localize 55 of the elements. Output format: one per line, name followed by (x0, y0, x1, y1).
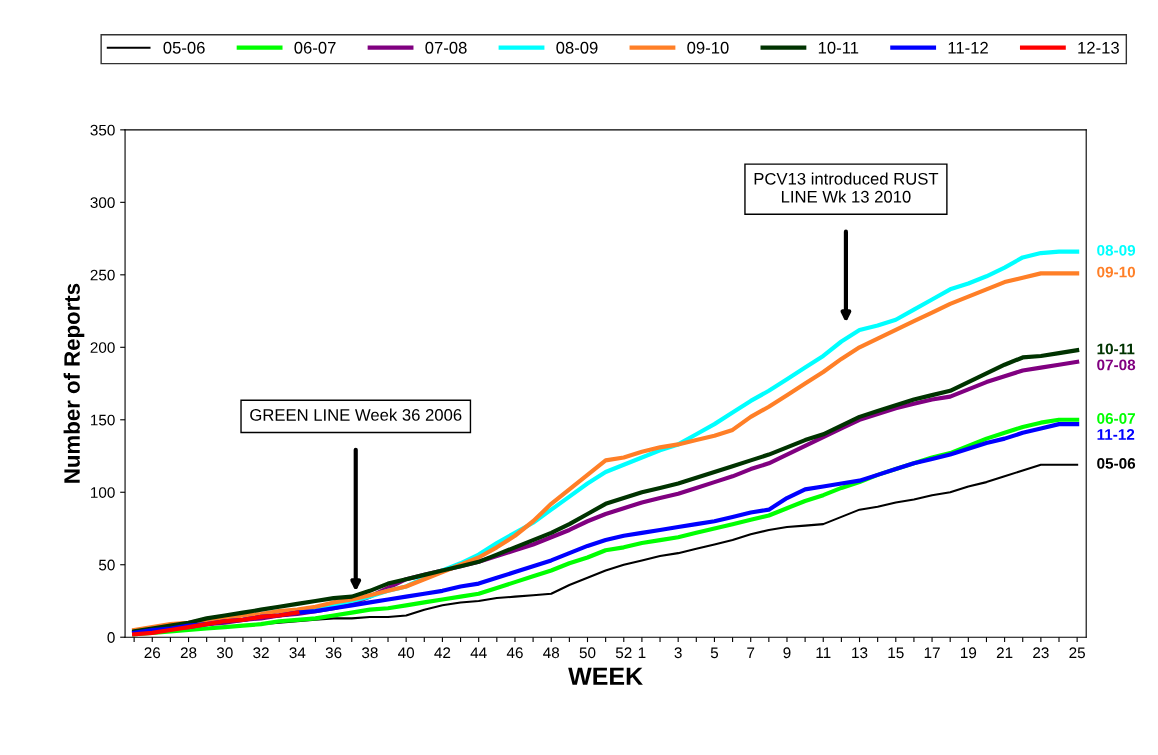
x-tick-label: 15 (888, 647, 904, 659)
x-tick-label: 7 (747, 647, 755, 659)
x-tick-label: 36 (325, 647, 342, 659)
annotation: 10-11 (1097, 343, 1135, 355)
legend-label: 11-12 (948, 41, 988, 54)
legend-label: 12-13 (1078, 41, 1119, 54)
annotation: 09-10 (1097, 266, 1136, 278)
x-tick-label: 19 (961, 647, 977, 659)
x-tick-label: 42 (434, 647, 451, 659)
x-tick-label: 30 (216, 647, 233, 659)
y-tick-label: 300 (90, 197, 115, 209)
x-tick-label: 46 (506, 647, 523, 659)
x-tick-label: 34 (289, 647, 306, 659)
annotation: 06-07 (1097, 413, 1135, 424)
legend-label: 06-07 (294, 41, 336, 54)
legend-label: 10-11 (818, 41, 859, 54)
x-tick-label: 48 (543, 647, 560, 659)
x-tick-label: 32 (253, 647, 269, 659)
line-series (132, 610, 300, 637)
x-tick-label: 11 (816, 647, 831, 659)
annotation: PCV13 introduced RUST LINE Wk 13 2010 (754, 172, 939, 203)
x-tick-label: 28 (180, 647, 197, 659)
y-tick-label: 200 (90, 342, 115, 353)
annotation: 08-09 (1097, 244, 1136, 256)
annotation: GREEN LINE Week 36 2006 (250, 408, 462, 421)
y-tick-label: 150 (91, 414, 115, 426)
annotation: 05-06 (1097, 458, 1136, 469)
x-tick-label: 1 (638, 647, 646, 659)
x-tick-label: 13 (852, 647, 868, 659)
x-tick-label: 44 (470, 647, 487, 659)
legend-label: 07-08 (425, 41, 467, 54)
x-tick-label: 40 (398, 647, 415, 659)
x-tick-label: 17 (924, 647, 940, 659)
legend-label: 05-06 (163, 41, 205, 54)
x-tick-label: 21 (996, 647, 1013, 659)
y-tick-label: 50 (98, 559, 115, 571)
x-tick-label: 50 (579, 647, 596, 659)
x-axis-title: WEEK (568, 667, 643, 685)
y-tick-label: 100 (91, 487, 115, 498)
y-tick-label: 250 (90, 269, 115, 281)
x-tick-label: 3 (674, 647, 682, 659)
y-tick-label: 0 (107, 632, 115, 643)
x-tick-label: 9 (783, 647, 791, 659)
x-tick-label: 25 (1069, 647, 1085, 659)
x-tick-label: 26 (144, 647, 161, 659)
x-tick-label: 5 (710, 647, 719, 659)
x-tick-label: 52 (615, 647, 632, 659)
x-tick-label: 23 (1033, 647, 1049, 659)
annotation: 11-12 (1097, 429, 1135, 440)
y-tick-label: 350 (90, 124, 115, 136)
annotation: 07-08 (1097, 359, 1136, 371)
x-tick-label: 38 (361, 647, 378, 659)
legend-label: 08-09 (556, 41, 598, 54)
y-axis-title: Number of Reports (63, 283, 85, 483)
legend-label: 09-10 (687, 41, 729, 54)
